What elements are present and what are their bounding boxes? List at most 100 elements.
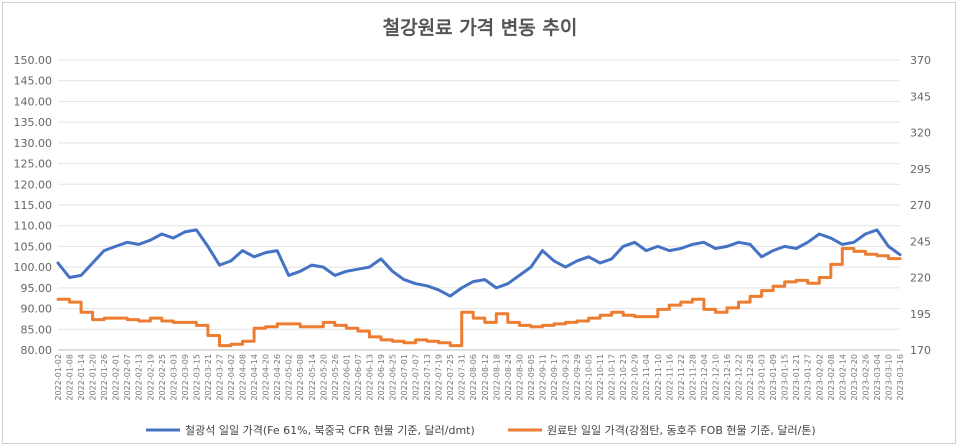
series-line-iron-ore: [56, 228, 902, 298]
x-tick-label: 2023-02-20: [850, 354, 859, 401]
left-tick-label: 105.00: [14, 240, 53, 253]
left-tick-label: 125.00: [14, 158, 53, 171]
x-tick-label: 2022-12-10: [711, 354, 720, 401]
right-axis-ticks: 170 195 220 245 270 295 320 345 370: [910, 54, 931, 357]
left-tick-label: 130.00: [14, 137, 53, 150]
right-tick-label: 170: [910, 344, 931, 357]
left-tick-label: 110.00: [14, 220, 53, 233]
x-tick-label: 2022-06-25: [388, 354, 397, 401]
x-tick-label: 2022-01-02: [54, 354, 63, 401]
x-tick-label: 2022-07-07: [412, 354, 421, 401]
x-tick-label: 2022-02-13: [135, 354, 144, 401]
x-tick-label: 2022-04-02: [227, 354, 236, 401]
x-tick-label: 2023-01-03: [758, 354, 767, 401]
right-tick-label: 295: [910, 163, 931, 176]
x-tick-label: 2022-04-26: [273, 354, 282, 401]
x-tick-label: 2022-05-08: [296, 354, 305, 401]
left-tick-label: 90.00: [21, 303, 53, 316]
left-axis-ticks: 80.00 85.00 90.00 95.00 100.00 105.00 110.00 11…: [14, 54, 53, 357]
legend-label-coking-coal: 원료탄 일일 가격(강점탄, 동호주 FOB 현물 기준, 달러/톤): [547, 423, 816, 437]
x-tick-label: 2022-11-10: [654, 354, 663, 401]
right-tick-label: 195: [910, 308, 931, 321]
x-tick-label: 2023-03-16: [896, 354, 905, 401]
left-tick-label: 80.00: [21, 344, 53, 357]
x-tick-label: 2022-12-16: [723, 354, 732, 401]
x-tick-label: 2022-11-04: [642, 354, 651, 401]
x-tick-label: 2022-08-06: [469, 354, 478, 401]
x-tick-label: 2022-01-08: [66, 354, 75, 401]
right-tick-label: 220: [910, 272, 931, 285]
x-axis-ticks: 2022-01-02 2022-01-08 2022-01-14 2022-01-20…: [54, 349, 905, 401]
x-tick-label: 2022-03-09: [181, 354, 190, 401]
x-tick-label: 2023-02-08: [827, 354, 836, 401]
x-tick-label: 2022-03-27: [215, 354, 224, 401]
x-tick-label: 2022-06-01: [342, 354, 351, 401]
right-tick-label: 370: [910, 54, 931, 67]
x-tick-label: 2022-09-11: [538, 354, 547, 401]
left-tick-label: 95.00: [21, 282, 53, 295]
x-tick-label: 2022-04-14: [250, 354, 259, 401]
x-tick-label: 2022-10-29: [631, 354, 640, 401]
right-tick-label: 345: [910, 90, 931, 103]
x-tick-label: 2022-01-14: [77, 354, 86, 401]
legend-label-iron-ore: 철광석 일일 가격(Fe 61%, 북중국 CFR 현물 기준, 달러/dmt): [185, 423, 475, 437]
x-tick-label: 2023-03-04: [873, 354, 882, 401]
x-tick-label: 2022-10-05: [585, 354, 594, 401]
x-tick-label: 2023-01-15: [781, 354, 790, 401]
x-tick-label: 2022-01-20: [89, 354, 98, 401]
left-tick-label: 140.00: [14, 95, 53, 108]
left-tick-label: 150.00: [14, 54, 53, 67]
x-tick-label: 2023-01-21: [792, 354, 801, 401]
x-tick-label: 2022-06-13: [365, 354, 374, 401]
x-tick-label: 2022-12-22: [735, 354, 744, 401]
x-tick-label: 2022-11-22: [677, 354, 686, 401]
x-tick-label: 2023-03-10: [884, 354, 893, 401]
left-tick-label: 120.00: [14, 178, 53, 191]
x-tick-label: 2023-02-26: [861, 354, 870, 401]
x-tick-label: 2022-02-07: [123, 354, 132, 401]
x-tick-label: 2022-03-21: [204, 354, 213, 401]
x-tick-label: 2023-02-02: [815, 354, 824, 401]
right-tick-label: 320: [910, 127, 931, 140]
x-tick-label: 2022-08-24: [504, 354, 513, 401]
left-tick-label: 145.00: [14, 75, 53, 88]
x-tick-label: 2022-09-23: [562, 354, 571, 401]
x-tick-label: 2022-03-03: [169, 354, 178, 401]
x-tick-label: 2022-07-19: [435, 354, 444, 401]
x-tick-label: 2022-01-26: [100, 354, 109, 401]
x-tick-label: 2022-07-13: [423, 354, 432, 401]
x-tick-label: 2022-04-08: [239, 354, 248, 401]
x-tick-label: 2022-12-04: [700, 354, 709, 401]
x-tick-label: 2022-11-28: [688, 354, 697, 401]
x-tick-label: 2023-02-14: [838, 354, 847, 401]
x-tick-label: 2022-10-23: [619, 354, 628, 401]
right-tick-label: 270: [910, 199, 931, 212]
x-tick-label: 2023-01-27: [804, 354, 813, 401]
x-tick-label: 2022-02-19: [146, 354, 155, 401]
series-lines: [56, 228, 902, 348]
left-tick-label: 100.00: [14, 261, 53, 274]
x-tick-label: 2022-07-25: [446, 354, 455, 401]
x-tick-label: 2022-06-07: [354, 354, 363, 401]
x-tick-label: 2022-05-02: [285, 354, 294, 401]
x-tick-label: 2022-09-17: [550, 354, 559, 401]
x-tick-label: 2022-03-15: [192, 354, 201, 401]
x-tick-label: 2022-08-18: [492, 354, 501, 401]
left-tick-label: 135.00: [14, 116, 53, 129]
x-tick-label: 2022-05-20: [319, 354, 328, 401]
x-tick-label: 2022-07-31: [458, 354, 467, 401]
left-tick-label: 115.00: [14, 199, 53, 212]
x-tick-label: 2022-09-05: [527, 354, 536, 401]
left-tick-label: 85.00: [21, 323, 53, 336]
chart-title: 철강원료 가격 변동 추이: [383, 17, 578, 39]
x-tick-label: 2022-02-01: [112, 354, 121, 401]
x-tick-label: 2022-05-26: [331, 354, 340, 401]
x-tick-label: 2022-02-25: [158, 354, 167, 401]
x-tick-label: 2023-01-09: [769, 354, 778, 401]
x-tick-label: 2022-08-30: [515, 354, 524, 401]
right-tick-label: 245: [910, 235, 931, 248]
x-tick-label: 2022-10-11: [596, 354, 605, 401]
x-tick-label: 2022-06-19: [377, 354, 386, 401]
